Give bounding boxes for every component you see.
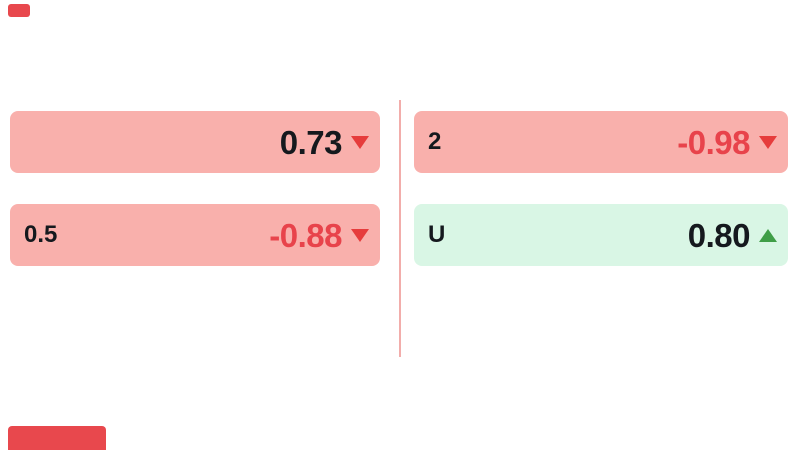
odds-cell-left-bottom[interactable]: 0.5 -0.88	[10, 204, 380, 266]
trend-up-icon	[759, 228, 777, 242]
odds-cell-right-top[interactable]: 2 -0.98	[414, 111, 788, 173]
trend-down-icon	[351, 228, 369, 242]
odds-cell-label: U	[428, 221, 446, 248]
trend-down-icon	[351, 135, 369, 149]
odds-value: 0.73	[279, 123, 343, 161]
odds-cell-label: 2	[428, 128, 442, 155]
trend-down-icon	[759, 135, 777, 149]
odds-value: -0.98	[677, 123, 750, 161]
odds-value: -0.88	[269, 216, 342, 254]
partial-odds-cell-bottom[interactable]	[8, 426, 106, 450]
odds-cell-label: 0.5	[24, 221, 58, 248]
odds-value: 0.80	[687, 216, 751, 254]
odds-cell-right-bottom[interactable]: U 0.80	[414, 204, 788, 266]
partial-odds-cell-top	[8, 4, 30, 17]
column-divider	[399, 100, 401, 357]
odds-cell-left-top[interactable]: 0.73	[10, 111, 380, 173]
